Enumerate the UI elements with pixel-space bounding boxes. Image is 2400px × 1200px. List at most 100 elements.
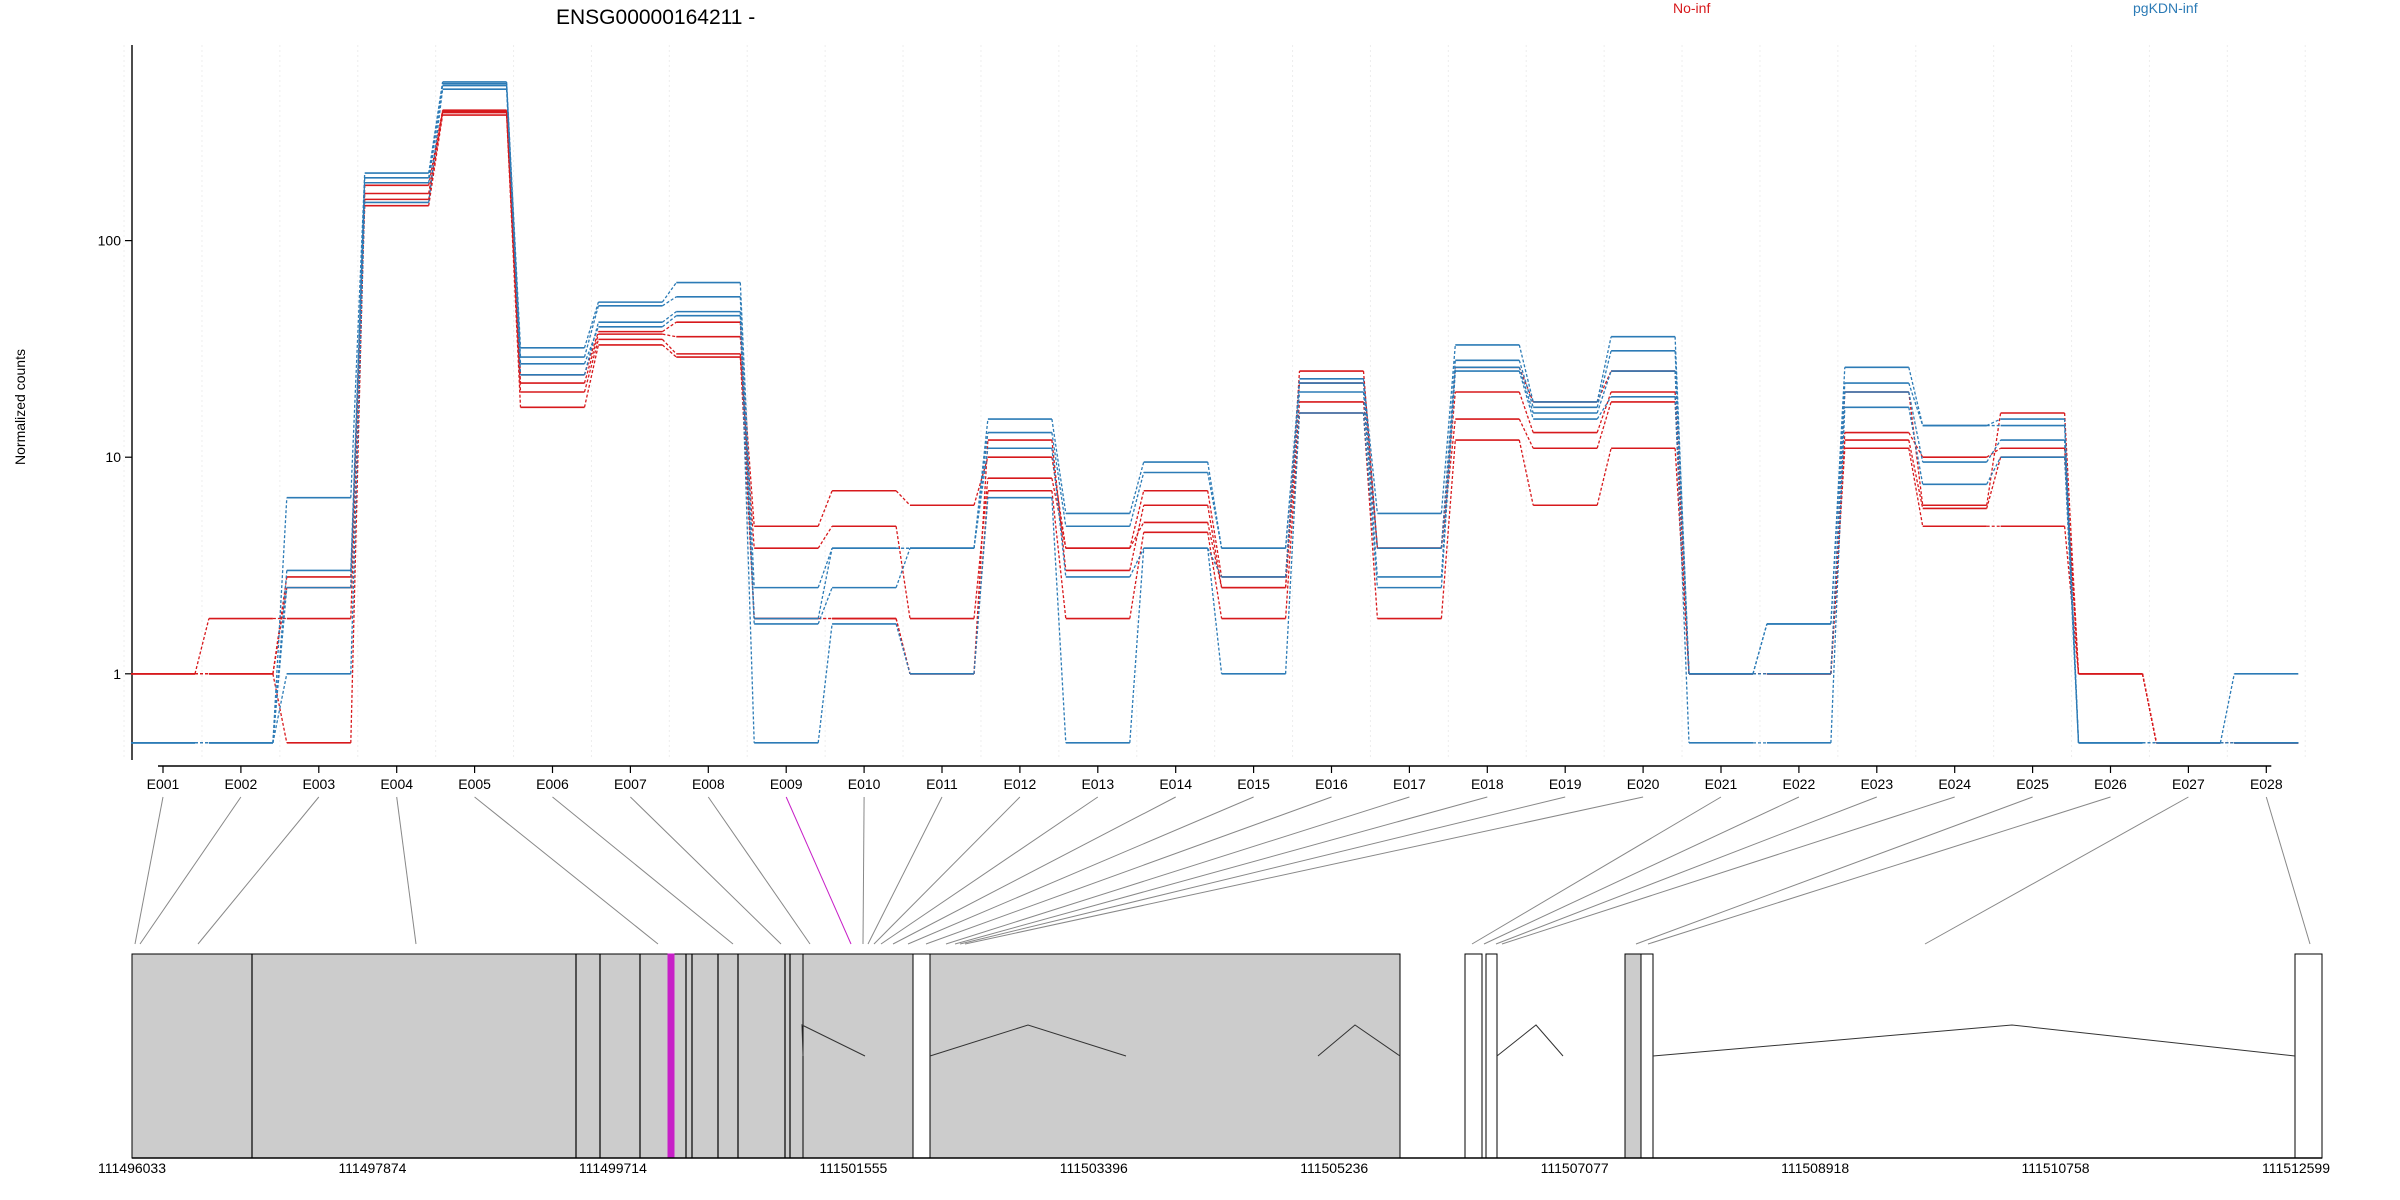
connector-e003 [197,796,320,945]
series-connector [739,353,755,549]
genomic-tick-label: 111501555 [819,1160,887,1176]
series-connector [428,81,444,174]
series-connector [1362,378,1379,514]
series-no-inf-2 [131,111,2299,744]
connector-e025 [1635,796,2033,945]
series-connector [272,497,288,743]
series-connector [1362,412,1379,588]
y-tick-label: 10 [105,449,121,465]
series-connector [1518,370,1534,420]
connector-e010 [862,796,865,945]
series-connector [817,490,833,527]
series-connector [661,338,677,355]
series-connector [1596,396,1612,420]
connector-e021 [1471,796,1722,945]
series-connector [1129,472,1145,527]
x-tick-label-e027: E027 [2172,776,2205,792]
series-connector [1129,461,1145,514]
genomic-tick-label: 111496033 [98,1160,166,1176]
series-connector [1596,401,1612,449]
series-pgkdn-inf-7 [131,82,2299,744]
x-axis: E001 E002 E003 E004 E005 E006 E007 E008 E009 E010… [123,45,2306,792]
exon-block [1624,953,1642,1159]
genomic-tick-label: 111499714 [579,1160,647,1176]
exon-block [912,953,931,1159]
series-connector [1207,548,1223,674]
series-connector [1596,391,1612,433]
connector-e026 [1647,796,2111,945]
x-tick-label-e008: E008 [692,776,725,792]
y-axis: 1 10 100 [98,45,133,760]
chart-title: ENSG00000164211 - [556,6,755,29]
intron-link [929,1024,1127,1057]
series-connector [583,339,600,393]
series-connector [1986,456,2002,485]
x-tick-label-e005: E005 [458,776,491,792]
x-tick-label-e020: E020 [1627,776,1660,792]
connector-e024 [1501,796,1955,945]
x-tick-label-e007: E007 [614,776,647,792]
genomic-tick-label: 111510758 [2022,1160,2090,1176]
series-connector [1674,448,1690,674]
series-connector [1986,457,2002,509]
series-connector [1440,367,1456,577]
series-connector [1674,396,1690,743]
series-connector [817,548,833,619]
connector-e020 [964,796,1644,945]
series-connector [583,301,600,348]
series-connector [1362,382,1379,549]
series-connector [428,111,444,194]
series-connector [1518,418,1534,449]
series-connector [661,315,677,328]
series-connector [1440,360,1456,549]
series-connector [895,548,911,588]
intron-link [801,1024,866,1057]
series-connector [1986,418,2001,427]
series-connector [1518,360,1534,408]
series-connector [1051,448,1067,578]
x-tick-label-e028: E028 [2250,776,2283,792]
x-tick-label-e010: E010 [848,776,881,792]
series-connector [895,490,911,506]
exon-block [2294,953,2323,1159]
series-connector [1051,439,1067,571]
series-connector [2063,419,2080,743]
genomic-tick-label: 111505236 [1300,1160,1368,1176]
series-connector [2063,425,2080,743]
series-connector [272,673,288,743]
series-connector [2063,412,2080,674]
exon-connectors [134,796,2311,945]
y-tick-label: 100 [98,233,122,249]
series-connector [1284,378,1301,549]
legend-entry-no-inf: No-inf [1673,0,1710,16]
x-tick-label-e023: E023 [1860,776,1893,792]
series-connector [583,305,600,358]
connector-e004 [396,796,417,945]
series-connector [895,623,911,674]
series-connector [1986,447,2001,458]
series-connector [739,282,755,588]
x-tick-label-e017: E017 [1393,776,1426,792]
exon-block [1640,953,1654,1159]
genomic-tick-label: 111507077 [1541,1160,1609,1176]
series-connector [661,344,677,358]
series-connector [1518,367,1534,414]
series-connector [662,296,677,307]
series-connector [1440,418,1456,549]
x-tick-label-e024: E024 [1938,776,1971,792]
series-connector [1129,548,1145,743]
series-connector [817,525,833,549]
series-connector [583,333,600,384]
series-connector [739,296,755,619]
series-connector [1051,457,1067,549]
intron-link [1317,1024,1401,1057]
x-tick-label-e018: E018 [1471,776,1504,792]
series-connector [661,282,677,303]
series-connector [1674,336,1690,674]
series-connector [895,526,911,619]
series-connector [505,81,522,348]
series-connector [505,85,522,364]
series-connector [1908,407,1924,485]
series-connector [1284,391,1301,578]
